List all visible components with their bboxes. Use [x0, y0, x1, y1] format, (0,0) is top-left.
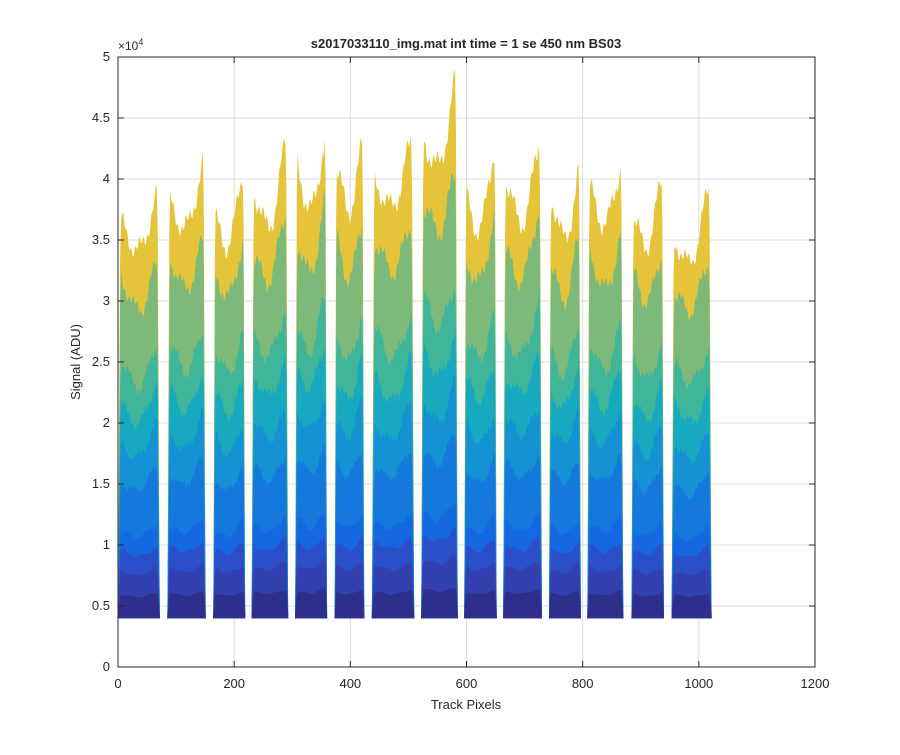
- series-layers: [118, 69, 712, 619]
- series-layer-10: [118, 587, 712, 619]
- y-axis-multiplier-exponent: 4: [138, 37, 143, 47]
- y-axis-multiplier-base: ×10: [118, 39, 139, 53]
- x-tick-label: 600: [456, 676, 478, 691]
- y-tick-label: 0: [103, 659, 110, 674]
- x-axis-label: Track Pixels: [431, 697, 502, 712]
- x-tick-label: 200: [223, 676, 245, 691]
- y-tick-label: 2: [103, 415, 110, 430]
- y-tick-label: 4.5: [92, 110, 110, 125]
- y-tick-label: 4: [103, 171, 110, 186]
- y-tick-label: 2.5: [92, 354, 110, 369]
- y-tick-label: 1: [103, 537, 110, 552]
- y-tick-label: 3: [103, 293, 110, 308]
- y-axis-label: Signal (ADU): [68, 324, 83, 400]
- x-tick-label: 0: [114, 676, 121, 691]
- y-axis-ticks: 0 0.5 1 1.5 2 2.5 3 3.5 4 4.5 5: [92, 49, 815, 674]
- y-tick-label: 5: [103, 49, 110, 64]
- x-tick-label: 800: [572, 676, 594, 691]
- x-axis-ticks: 0 200 400 600 800 1000 1200: [114, 57, 829, 691]
- y-axis-multiplier: ×104: [118, 37, 143, 53]
- chart-title: s2017033110_img.mat int time = 1 se 450 …: [311, 36, 621, 51]
- x-tick-label: 1200: [801, 676, 830, 691]
- y-tick-label: 1.5: [92, 476, 110, 491]
- y-tick-label: 3.5: [92, 232, 110, 247]
- x-tick-label: 1000: [684, 676, 713, 691]
- y-tick-label: 0.5: [92, 598, 110, 613]
- x-tick-label: 400: [339, 676, 361, 691]
